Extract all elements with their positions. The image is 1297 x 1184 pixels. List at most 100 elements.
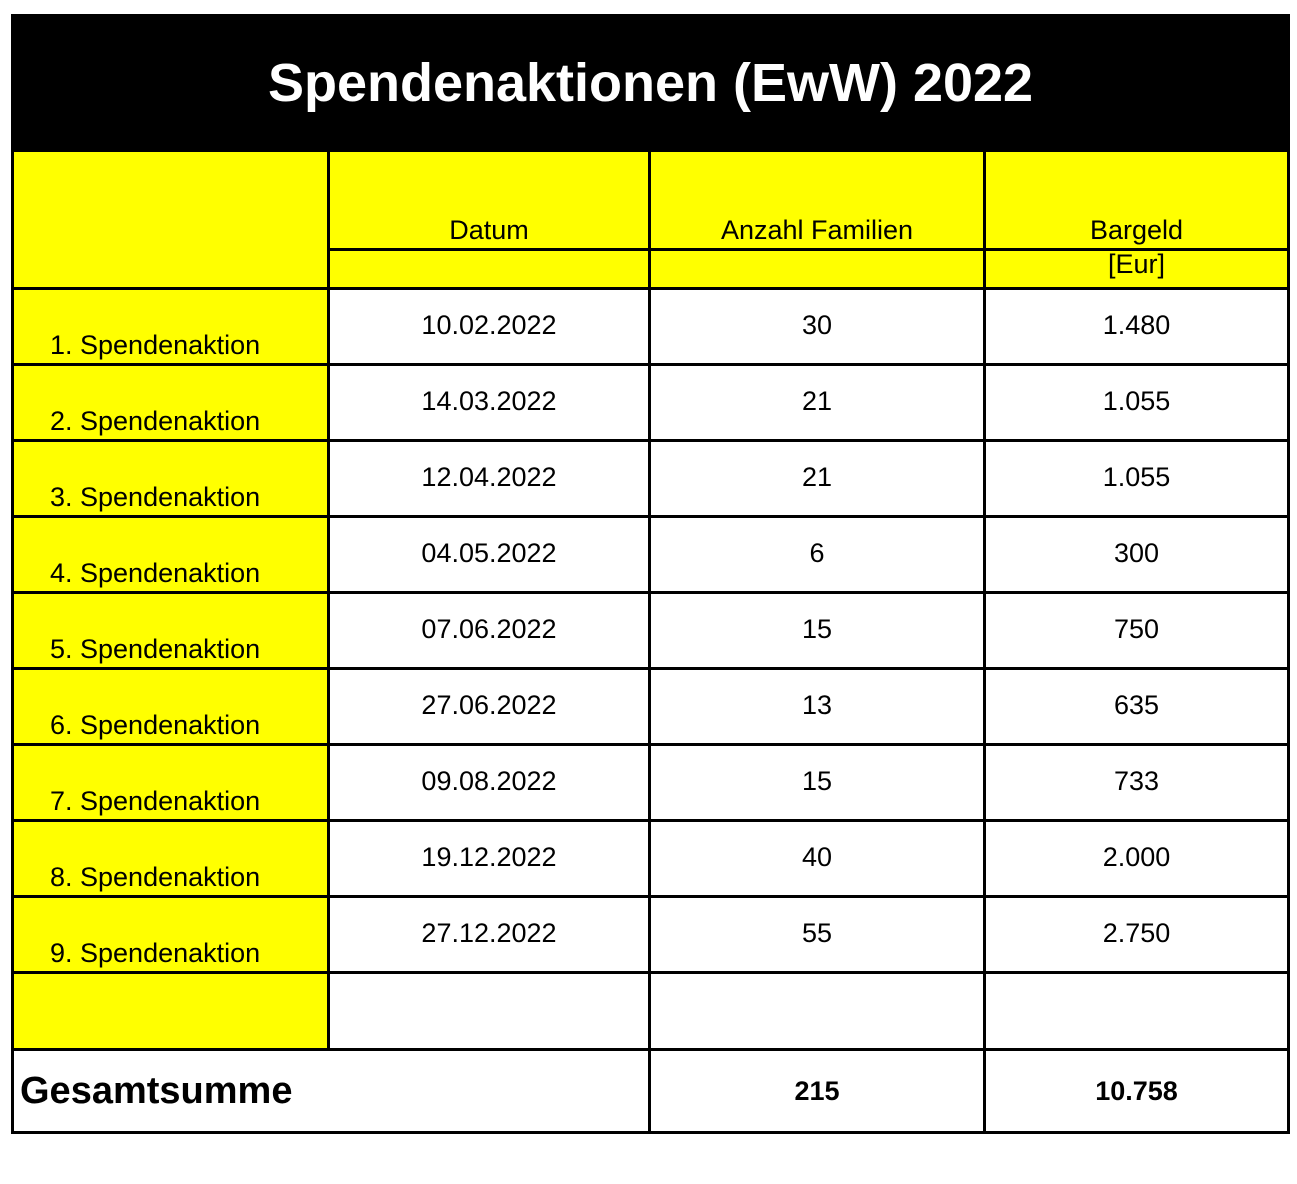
row-label: 2. Spendenaktion [11, 363, 330, 442]
row-families: 15 [648, 591, 986, 670]
row-families: 55 [648, 895, 986, 974]
row-cash: 750 [982, 591, 1291, 670]
row-cash: 1.055 [982, 363, 1291, 442]
table-row: 4. Spendenaktion 04.05.2022 6 300 [11, 515, 1291, 594]
row-label-text: 6. Spendenaktion [50, 710, 261, 740]
table-row: 3. Spendenaktion 12.04.2022 21 1.055 [11, 439, 1291, 518]
empty-cell [327, 971, 651, 1051]
row-cash-text: 300 [1113, 538, 1160, 568]
row-date: 27.06.2022 [327, 667, 651, 746]
table-row: 6. Spendenaktion 27.06.2022 13 635 [11, 667, 1291, 746]
row-date-text: 07.06.2022 [421, 614, 557, 644]
header-date: Datum [327, 149, 651, 251]
row-families: 15 [648, 743, 986, 822]
row-date: 07.06.2022 [327, 591, 651, 670]
row-date: 09.08.2022 [327, 743, 651, 822]
row-label-text: 5. Spendenaktion [50, 634, 261, 664]
row-date-text: 10.02.2022 [421, 310, 557, 340]
row-date-text: 14.03.2022 [421, 386, 557, 416]
row-cash-text: 2.750 [1102, 918, 1171, 948]
row-families: 6 [648, 515, 986, 594]
donation-table: Spendenaktionen (EwW) 2022 Datum Anzahl … [10, 14, 1291, 1134]
row-cash: 733 [982, 743, 1291, 822]
empty-cell [648, 971, 986, 1051]
row-date: 14.03.2022 [327, 363, 651, 442]
total-cash: 10.758 [982, 1048, 1291, 1134]
header-date-sub [327, 248, 651, 290]
row-label: 3. Spendenaktion [11, 439, 330, 518]
table-row: 7. Spendenaktion 09.08.2022 15 733 [11, 743, 1291, 822]
row-label-text: 2. Spendenaktion [50, 406, 261, 436]
header-date-label: Datum [449, 215, 529, 245]
row-families-text: 40 [801, 842, 833, 872]
total-label: Gesamtsumme [11, 1048, 651, 1134]
row-label-text: 8. Spendenaktion [50, 862, 261, 892]
table-row: 2. Spendenaktion 14.03.2022 21 1.055 [11, 363, 1291, 442]
row-label: 4. Spendenaktion [11, 515, 330, 594]
row-cash: 300 [982, 515, 1291, 594]
row-date-text: 27.06.2022 [421, 690, 557, 720]
row-label-text: 3. Spendenaktion [50, 482, 261, 512]
row-cash: 1.055 [982, 439, 1291, 518]
row-families: 13 [648, 667, 986, 746]
table-row: 1. Spendenaktion 10.02.2022 30 1.480 [11, 287, 1291, 366]
row-families: 30 [648, 287, 986, 366]
row-families-text: 15 [801, 614, 833, 644]
row-date-text: 04.05.2022 [421, 538, 557, 568]
row-label: 5. Spendenaktion [11, 591, 330, 670]
row-families: 40 [648, 819, 986, 898]
table-row: 8. Spendenaktion 19.12.2022 40 2.000 [11, 819, 1291, 898]
header-families: Anzahl Familien [648, 149, 986, 251]
row-date: 10.02.2022 [327, 287, 651, 366]
table-row: 9. Spendenaktion 27.12.2022 55 2.750 [11, 895, 1291, 974]
row-cash-text: 1.480 [1102, 310, 1171, 340]
row-date: 27.12.2022 [327, 895, 651, 974]
row-date: 19.12.2022 [327, 819, 651, 898]
row-cash: 1.480 [982, 287, 1291, 366]
table-title: Spendenaktionen (EwW) 2022 [10, 14, 1291, 152]
row-families-text: 55 [801, 918, 833, 948]
row-date-text: 27.12.2022 [421, 918, 557, 948]
empty-cell [982, 971, 1291, 1051]
header-families-sub [648, 248, 986, 290]
row-date-text: 19.12.2022 [421, 842, 557, 872]
row-label: 8. Spendenaktion [11, 819, 330, 898]
row-label-text: 1. Spendenaktion [50, 330, 261, 360]
row-families: 21 [648, 439, 986, 518]
row-families-text: 13 [801, 690, 833, 720]
row-date-text: 09.08.2022 [421, 766, 557, 796]
header-cash-label: Bargeld [1089, 215, 1184, 245]
row-cash: 2.000 [982, 819, 1291, 898]
row-cash-text: 635 [1113, 690, 1160, 720]
row-families-text: 21 [801, 386, 833, 416]
row-cash-text: 2.000 [1102, 842, 1171, 872]
row-label: 9. Spendenaktion [11, 895, 330, 974]
header-blank-cell [11, 149, 330, 290]
row-cash: 635 [982, 667, 1291, 746]
row-label: 7. Spendenaktion [11, 743, 330, 822]
total-families: 215 [648, 1048, 986, 1134]
empty-label-cell [11, 971, 330, 1051]
row-cash-text: 750 [1113, 614, 1160, 644]
row-cash-text: 1.055 [1102, 462, 1171, 492]
table-row: 5. Spendenaktion 07.06.2022 15 750 [11, 591, 1291, 670]
row-date: 04.05.2022 [327, 515, 651, 594]
row-label-text: 4. Spendenaktion [50, 558, 261, 588]
cash-unit-label: [Eur] [1108, 249, 1166, 279]
row-date: 12.04.2022 [327, 439, 651, 518]
header-cash: Bargeld [982, 149, 1291, 251]
row-families-text: 15 [801, 766, 833, 796]
row-date-text: 12.04.2022 [421, 462, 557, 492]
row-families-text: 30 [801, 310, 833, 340]
row-families-text: 21 [801, 462, 833, 492]
row-cash: 2.750 [982, 895, 1291, 974]
row-families: 21 [648, 363, 986, 442]
header-cash-unit: [Eur] [982, 248, 1291, 290]
row-label-text: 7. Spendenaktion [50, 786, 261, 816]
row-label-text: 9. Spendenaktion [50, 938, 261, 968]
row-cash-text: 733 [1113, 766, 1160, 796]
row-cash-text: 1.055 [1102, 386, 1171, 416]
row-families-text: 6 [809, 538, 825, 568]
row-label: 1. Spendenaktion [11, 287, 330, 366]
header-families-label: Anzahl Familien [720, 215, 914, 245]
